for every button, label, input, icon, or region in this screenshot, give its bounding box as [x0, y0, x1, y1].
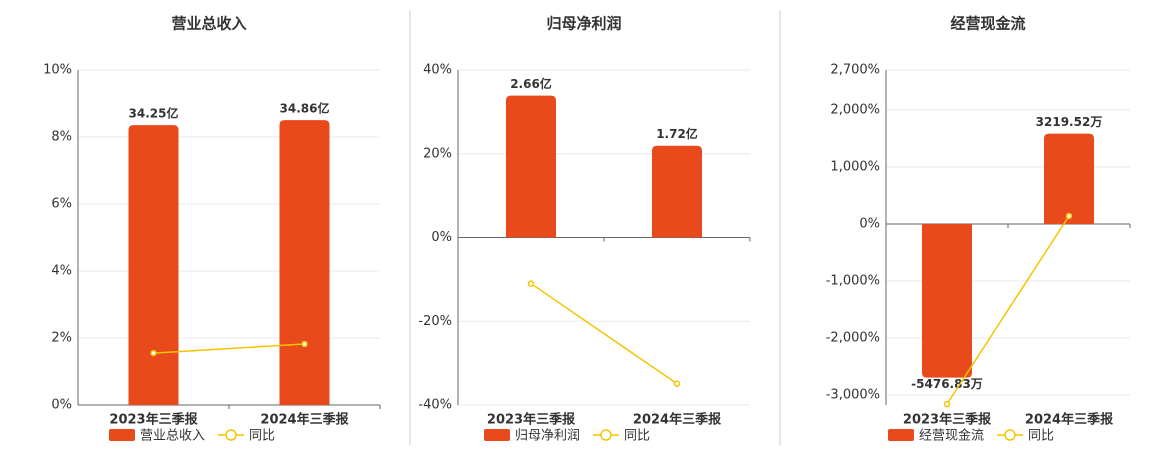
legend-label: 营业总收入 — [140, 429, 205, 444]
x-tick-label: 2024年三季报 — [260, 412, 349, 428]
point — [943, 400, 951, 408]
line — [530, 282, 678, 385]
legend-label: 经营现金流 — [919, 428, 984, 444]
point — [1065, 212, 1073, 220]
bar — [652, 145, 702, 238]
y-tick-label: 0% — [431, 230, 452, 245]
value-label: 34.86亿 — [280, 101, 330, 116]
y-tick-label: 0% — [859, 216, 880, 231]
value-label: 34.25亿 — [129, 106, 179, 121]
bar — [279, 120, 330, 406]
point — [527, 280, 535, 287]
legend-swatch — [109, 429, 135, 441]
point — [150, 349, 157, 357]
y-tick-label: 0% — [51, 398, 72, 413]
point — [673, 380, 681, 387]
chart-title: 经营现金流 — [950, 15, 1025, 33]
line — [153, 343, 305, 354]
value-label: -5476.83万 — [911, 377, 983, 391]
y-tick-label: -20% — [418, 314, 452, 329]
legend-label: 同比 — [624, 429, 650, 444]
y-tick-label: 1,000% — [830, 159, 880, 174]
legend-marker — [1004, 429, 1016, 441]
x-tick-label: 2024年三季报 — [633, 412, 722, 428]
y-tick-label: 6% — [51, 197, 72, 212]
legend-swatch — [484, 429, 510, 441]
y-tick-label: -1,000% — [826, 273, 880, 288]
value-label: 1.72亿 — [656, 126, 698, 141]
value-label: 3219.52万 — [1036, 115, 1103, 129]
legend-marker — [600, 429, 612, 441]
y-tick-label: -40% — [418, 398, 452, 413]
bar — [128, 125, 179, 405]
y-tick-label: 10% — [43, 63, 72, 78]
legend-swatch — [888, 429, 914, 441]
y-tick-label: 2% — [51, 331, 72, 346]
y-tick-label: -3,000% — [826, 388, 880, 403]
bar — [506, 95, 556, 238]
legend-marker — [225, 429, 237, 441]
y-tick-label: 4% — [51, 264, 72, 279]
chart-title: 营业总收入 — [171, 15, 246, 33]
legend-label: 同比 — [1028, 429, 1054, 444]
y-tick-label: -2,000% — [826, 331, 880, 346]
chart-title: 归母净利润 — [546, 15, 621, 33]
x-tick-label: 2024年三季报 — [1025, 412, 1114, 428]
x-tick-label: 2023年三季报 — [903, 412, 992, 428]
bar — [1044, 133, 1094, 224]
x-tick-label: 2023年三季报 — [487, 412, 576, 428]
y-tick-label: 8% — [51, 130, 72, 145]
legend-label: 同比 — [249, 429, 275, 444]
value-label: 2.66亿 — [510, 76, 552, 91]
x-tick-label: 2023年三季报 — [109, 412, 198, 428]
bar — [922, 223, 972, 378]
y-tick-label: 2,700% — [830, 63, 880, 78]
y-tick-label: 40% — [423, 63, 452, 78]
point — [301, 340, 308, 348]
line — [946, 215, 1070, 405]
y-tick-label: 20% — [423, 146, 452, 161]
legend-label: 归母净利润 — [515, 429, 580, 444]
y-tick-label: 2,000% — [830, 102, 880, 117]
